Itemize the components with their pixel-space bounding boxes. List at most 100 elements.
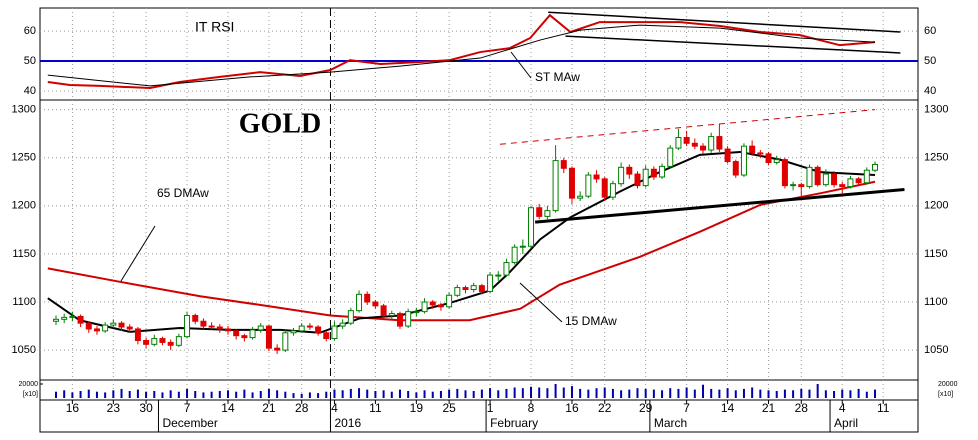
candle-body — [659, 165, 666, 178]
volume-bar — [210, 391, 213, 398]
volume-bar — [783, 389, 786, 398]
candle-body — [593, 174, 600, 180]
volume-bar — [218, 391, 221, 398]
candle-body — [241, 335, 248, 339]
y-tick-label: 1250 — [924, 152, 948, 164]
candle-body — [814, 166, 821, 186]
candle-body — [732, 161, 739, 176]
y-tick-label: 40 — [924, 85, 936, 97]
candle-body — [396, 313, 403, 327]
candle-body — [470, 285, 477, 291]
volume-bar — [390, 391, 393, 398]
rsi-trend-line — [565, 35, 901, 54]
volume-bar — [808, 389, 811, 398]
volume-bar — [579, 388, 582, 398]
volume-bar — [284, 391, 287, 398]
month-label: December — [162, 416, 217, 430]
candle-body — [364, 293, 371, 303]
candle-body — [151, 338, 158, 345]
candle-body — [536, 207, 543, 217]
leader-line — [519, 282, 563, 323]
candle-body — [601, 178, 608, 198]
volume-bar — [767, 390, 770, 398]
candle-body — [609, 183, 616, 198]
y-tick-label: 1300 — [12, 104, 36, 116]
candle-body — [749, 145, 756, 154]
volume-bar — [349, 388, 352, 398]
volume-bar — [415, 392, 418, 398]
candle-body — [683, 137, 690, 144]
volume-bar — [636, 388, 639, 398]
candle-body — [437, 304, 444, 308]
candle-body — [274, 347, 281, 351]
candle-body — [208, 325, 215, 328]
volume-bar — [702, 384, 705, 398]
y-tick-label: 60 — [24, 25, 36, 37]
candle-body — [405, 311, 412, 327]
candle-body — [847, 178, 854, 188]
candle-body — [618, 166, 625, 185]
volume-bar — [259, 391, 262, 398]
y-tick-label: 60 — [924, 25, 936, 37]
volume-bar — [620, 390, 623, 398]
candle-body — [93, 328, 100, 332]
volume-bar — [63, 390, 66, 398]
candle-body — [159, 338, 166, 343]
x-tick-label: 28 — [295, 401, 309, 415]
trend-line — [499, 109, 876, 145]
candle-body — [233, 330, 240, 337]
y-tick-label: 50 — [924, 55, 936, 67]
volume-bar — [128, 391, 131, 398]
x-tick-label: 11 — [369, 401, 382, 415]
candle-body — [249, 329, 256, 339]
volume-bar — [448, 389, 451, 398]
candle-body — [568, 167, 575, 199]
volume-bar — [423, 390, 426, 398]
volume-bar — [333, 389, 336, 398]
candle-body — [790, 184, 797, 187]
x-tick-label: 4 — [839, 401, 846, 415]
x-tick-label: 30 — [139, 401, 153, 415]
candle-body — [421, 301, 428, 313]
volume-bar — [276, 390, 279, 398]
x-tick-label: 7 — [184, 401, 191, 415]
volume-bar — [161, 392, 164, 398]
volume-unit: [x10] — [938, 391, 953, 398]
x-tick-label: 14 — [721, 401, 735, 415]
volume-bar — [603, 387, 606, 398]
x-tick-label: 11 — [877, 401, 890, 415]
month-label: February — [490, 416, 538, 430]
x-tick-label: 19 — [410, 401, 424, 415]
volume-unit: [x10] — [23, 391, 38, 398]
volume-bar — [194, 391, 197, 398]
candle-body — [339, 322, 346, 327]
candle-body — [487, 274, 494, 292]
volume-bar — [104, 392, 107, 398]
candle-body — [200, 320, 207, 327]
volume-bar — [587, 389, 590, 398]
rsi-line — [47, 13, 876, 90]
volume-bar — [112, 390, 115, 398]
candle-body — [429, 301, 436, 306]
volume-bar — [243, 389, 246, 398]
candle-body — [781, 159, 788, 187]
volume-bar — [251, 392, 254, 398]
volume-bar — [317, 393, 320, 398]
volume-bar — [472, 391, 475, 398]
candle-body — [716, 136, 723, 150]
volume-bar — [841, 389, 844, 398]
candle-body — [446, 294, 453, 308]
volume-bar — [341, 390, 344, 398]
volume-bar — [505, 388, 508, 398]
candle-body — [495, 274, 502, 277]
volume-bar — [235, 391, 238, 398]
candle-body — [323, 332, 330, 340]
candle-body — [585, 174, 592, 197]
volume-bar — [300, 393, 303, 398]
candle-body — [69, 315, 76, 318]
candle-body — [167, 341, 174, 346]
candle-body — [298, 325, 305, 332]
volume-bar — [874, 389, 876, 398]
y-tick-label: 1150 — [924, 248, 948, 260]
candle-body — [519, 245, 526, 248]
